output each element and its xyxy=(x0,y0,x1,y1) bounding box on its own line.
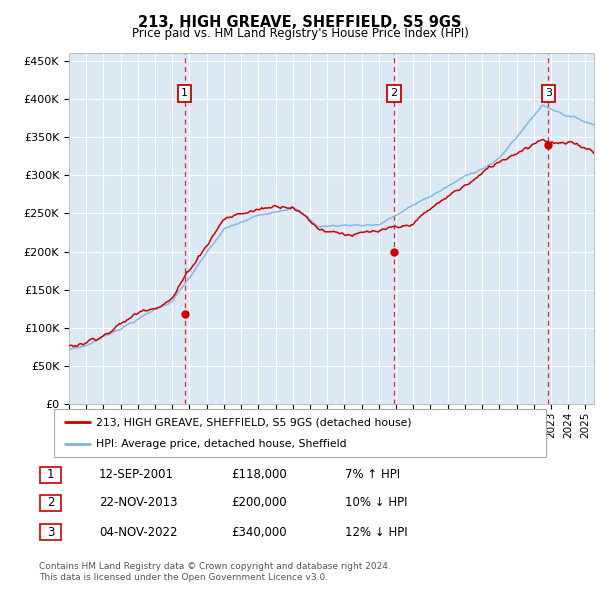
Text: 12% ↓ HPI: 12% ↓ HPI xyxy=(345,526,407,539)
Text: 10% ↓ HPI: 10% ↓ HPI xyxy=(345,496,407,509)
Text: 3: 3 xyxy=(545,88,552,99)
Text: 2: 2 xyxy=(391,88,398,99)
Text: 7% ↑ HPI: 7% ↑ HPI xyxy=(345,468,400,481)
Text: 22-NOV-2013: 22-NOV-2013 xyxy=(99,496,178,509)
Text: 1: 1 xyxy=(47,468,54,481)
Text: Contains HM Land Registry data © Crown copyright and database right 2024.
This d: Contains HM Land Registry data © Crown c… xyxy=(39,562,391,582)
Text: 2: 2 xyxy=(47,496,54,509)
Text: £200,000: £200,000 xyxy=(231,496,287,509)
Text: 213, HIGH GREAVE, SHEFFIELD, S5 9GS: 213, HIGH GREAVE, SHEFFIELD, S5 9GS xyxy=(138,15,462,30)
Text: 12-SEP-2001: 12-SEP-2001 xyxy=(99,468,174,481)
Text: £340,000: £340,000 xyxy=(231,526,287,539)
Text: HPI: Average price, detached house, Sheffield: HPI: Average price, detached house, Shef… xyxy=(96,439,346,449)
Text: 213, HIGH GREAVE, SHEFFIELD, S5 9GS (detached house): 213, HIGH GREAVE, SHEFFIELD, S5 9GS (det… xyxy=(96,417,412,427)
Text: Price paid vs. HM Land Registry's House Price Index (HPI): Price paid vs. HM Land Registry's House … xyxy=(131,27,469,40)
Text: £118,000: £118,000 xyxy=(231,468,287,481)
Text: 04-NOV-2022: 04-NOV-2022 xyxy=(99,526,178,539)
Text: 3: 3 xyxy=(47,526,54,539)
Text: 1: 1 xyxy=(181,88,188,99)
